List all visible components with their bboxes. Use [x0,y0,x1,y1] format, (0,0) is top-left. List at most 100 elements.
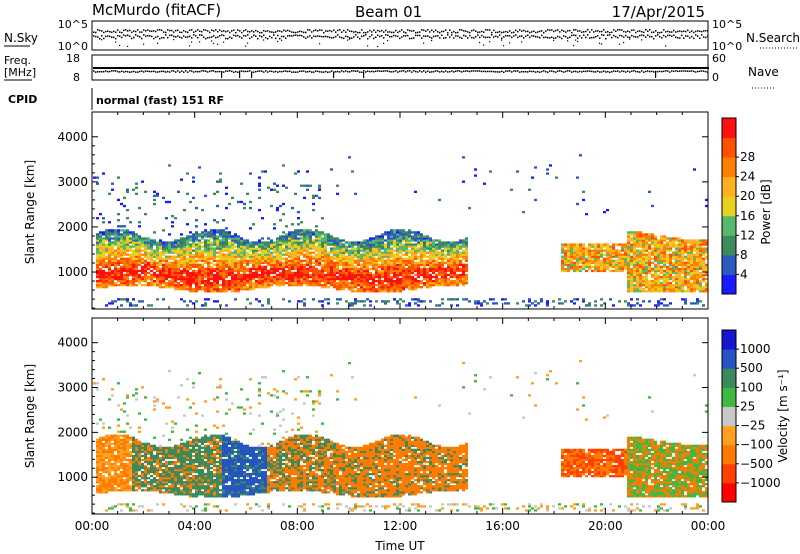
nave-point [215,70,217,73]
frequency-point [387,67,389,69]
power-cell [441,263,444,267]
power-cell [627,267,630,271]
power-cell [372,279,375,283]
power-cell [384,245,387,248]
noise-search-point [119,35,121,37]
power-cell [450,265,453,269]
noise-search-point [299,34,301,37]
power-cell [588,243,591,246]
nave-point [435,70,437,72]
power-cell [207,249,210,252]
power-cell [627,245,630,248]
power-cell [423,275,426,279]
power-cell [216,290,219,293]
power-cell [264,283,267,287]
power-cell [210,231,213,234]
power-cell [114,267,117,271]
power-cell [165,261,168,264]
power-cell [387,259,390,262]
power-cell [285,273,288,277]
noise-search-point [557,35,559,38]
power-cell [420,239,423,242]
power-cell [225,257,228,260]
power-cell [294,279,297,283]
noise-search-point [701,34,703,36]
power-cell [417,269,420,273]
power-cell [270,269,273,273]
noise-sky-point [151,30,153,32]
power-cell [165,255,168,258]
power-cell [423,283,426,287]
noise-search-point [437,35,439,37]
power-cell [600,267,603,271]
power-cell [168,267,171,271]
power-cell [384,277,387,281]
noise-sky-point [469,31,471,34]
nave-point [623,70,625,73]
frequency-point [425,67,427,69]
power-cell [96,281,99,285]
power-cell [102,247,105,250]
power-cell [132,243,135,246]
power-cell [627,261,630,264]
power-cell [351,247,354,250]
power-cell [114,259,117,262]
power-cell [582,265,585,269]
power-cell [315,247,318,250]
power-cell [207,257,210,260]
power-cell [171,283,174,287]
power-cell [360,271,363,275]
power-cell [420,261,423,264]
power-cell [444,273,447,277]
nave-point [599,71,601,73]
noise-outlier-point [383,42,385,44]
power-cell [192,263,195,267]
power-cell [615,243,618,246]
frequency-point [149,67,151,69]
noise-search-point [155,36,157,39]
frequency-point [193,67,195,69]
power-cell [579,255,582,258]
power-cell [168,281,171,285]
power-cell [243,288,246,291]
power-cell [297,245,300,248]
power-cell [174,283,177,287]
power-cell [375,239,378,242]
power-cell [381,233,384,236]
power-cell [441,283,444,287]
power-cell [399,245,402,248]
power-cell [627,231,630,234]
noise-sky-point [637,30,639,33]
noise-sky-point [647,30,649,32]
power-cell [126,229,129,232]
power-cell [570,247,573,250]
power-cell [189,281,192,285]
frequency-point [637,67,639,69]
power-cell [165,251,168,254]
power-cell [345,245,348,248]
power-cell [318,241,321,244]
frequency-point [393,67,395,69]
noise-sky-point [587,29,589,31]
noise-sky-point [701,30,703,33]
power-cell [600,304,603,307]
power-cell [429,247,432,250]
power-cell [267,277,270,281]
power-cell [261,273,264,277]
power-cell [129,265,132,269]
power-cell [225,259,228,262]
power-cell [618,253,621,256]
power-cell [333,271,336,275]
noise-sky-point [133,30,135,32]
power-cell [204,241,207,244]
noise-search-point [263,34,265,36]
power-cell [462,249,465,252]
frequency-point [105,67,107,69]
power-cell [246,267,249,271]
power-cell [198,265,201,269]
power-cell [297,239,300,242]
power-cell [96,251,99,254]
frequency-point [549,67,551,69]
frequency-point [289,67,291,69]
power-cell [180,251,183,254]
